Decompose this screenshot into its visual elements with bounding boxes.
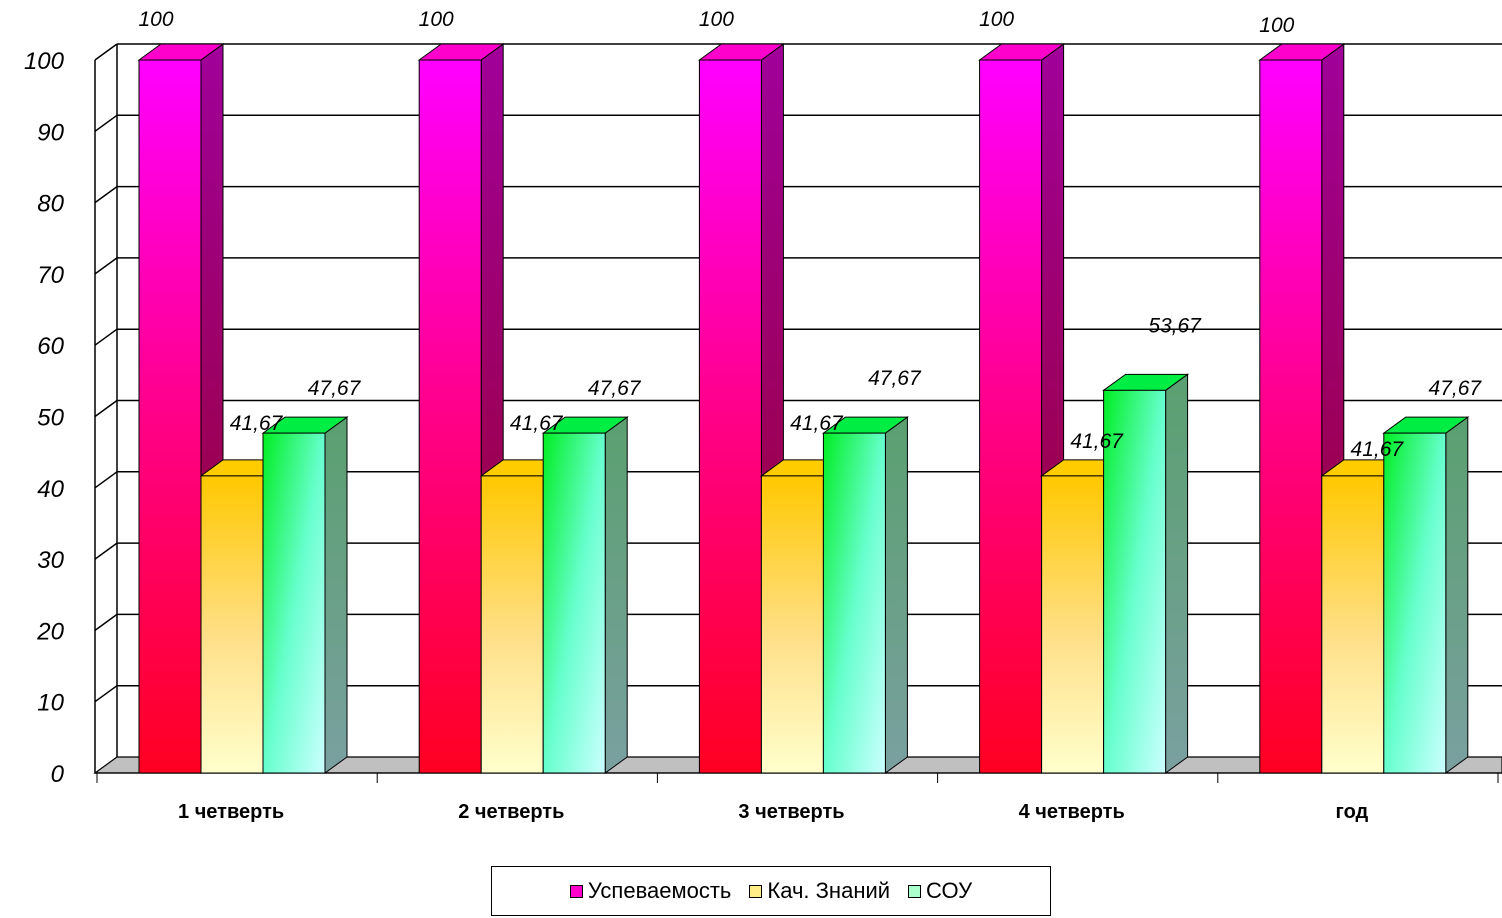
y-tick-label: 90 <box>37 119 64 146</box>
bar-front <box>480 475 544 774</box>
data-label: 41,67 <box>1070 430 1124 453</box>
y-axis: 0 10 20 30 40 50 60 70 80 90 100 <box>24 48 96 788</box>
data-label: 47,67 <box>1429 377 1483 400</box>
data-labels: 100 41,67 47,67 100 41,67 47,67 100 41,67 47,67 1… <box>138 8 1482 461</box>
bar-front <box>979 59 1043 774</box>
bar-side <box>1165 373 1189 774</box>
data-label: 47,67 <box>308 377 362 400</box>
gridline-depth <box>94 114 118 132</box>
bar <box>541 416 629 774</box>
gridline-depth <box>94 685 118 703</box>
bar-front <box>1103 389 1167 774</box>
y-tick-label: 30 <box>37 547 64 574</box>
bar-front <box>822 432 886 774</box>
data-label: 47,67 <box>588 377 642 400</box>
bar-front <box>698 59 762 774</box>
bar <box>1382 416 1470 774</box>
bar <box>417 43 505 774</box>
bar-side <box>324 416 348 774</box>
y-tick-label: 50 <box>37 405 64 432</box>
legend-item-uspevaemost: Успеваемость <box>569 878 732 904</box>
legend-item-sou: СОУ <box>908 878 972 904</box>
legend-item-kach-znaniy: Кач. Знаний <box>749 878 890 904</box>
bar-side <box>604 416 628 774</box>
legend-swatch-kach-znaniy <box>749 884 763 898</box>
data-label: 100 <box>979 8 1014 31</box>
bar-front <box>418 59 482 774</box>
gridline-depth <box>94 471 118 489</box>
bar <box>978 43 1066 774</box>
data-label: 41,67 <box>790 412 844 435</box>
legend-swatch-sou <box>908 884 922 898</box>
gridline-depth <box>94 542 118 560</box>
data-label: 41,67 <box>1351 438 1405 461</box>
bar-front <box>262 432 326 774</box>
bar-front <box>138 59 202 774</box>
legend-swatch-uspevaemost <box>569 884 583 898</box>
gridline-depth <box>94 185 118 204</box>
y-tick-label: 40 <box>37 476 64 503</box>
data-label: 100 <box>419 8 454 31</box>
bar-front <box>1041 475 1105 774</box>
bar <box>1102 373 1190 774</box>
legend-label: СОУ <box>926 878 973 903</box>
y-tick-label: 100 <box>24 48 65 75</box>
gridline-depth <box>94 43 118 61</box>
y-tick-label: 0 <box>51 761 65 788</box>
data-label: 41,67 <box>510 412 564 435</box>
data-label: 41,67 <box>230 412 284 435</box>
y-tick-label: 10 <box>37 690 64 717</box>
x-axis: 1 четверть 2 четверть 3 четверть 4 четверть… <box>95 772 1502 823</box>
bar-front <box>1259 59 1323 774</box>
bar-front <box>760 475 824 774</box>
legend-label: Успеваемость <box>587 878 732 903</box>
legend: Успеваемость Кач. Знаний СОУ <box>491 866 1051 916</box>
data-label: 53,67 <box>1148 314 1202 337</box>
bar-front <box>1383 432 1447 774</box>
x-tick-label: 4 четверть <box>1019 801 1125 823</box>
y-tick-label: 20 <box>36 618 64 645</box>
x-tick-label: 3 четверть <box>738 801 844 823</box>
gridline-depth <box>94 328 118 346</box>
x-tick-label: год <box>1336 801 1369 823</box>
bar-side <box>1445 416 1469 774</box>
x-tick-label: 2 четверть <box>458 801 564 823</box>
gridline-depth <box>94 613 118 632</box>
y-tick-label: 80 <box>37 191 64 218</box>
bar-front <box>1321 475 1385 774</box>
data-label: 100 <box>138 8 173 31</box>
bar <box>261 416 349 774</box>
data-label: 47,67 <box>868 367 922 390</box>
x-tick-label: 1 четверть <box>178 801 284 823</box>
bars <box>137 43 1470 774</box>
bar-side <box>884 416 908 774</box>
y-tick-label: 60 <box>37 333 64 360</box>
gridline-depth <box>94 399 118 418</box>
y-tick-label: 70 <box>37 262 64 289</box>
data-label: 100 <box>699 8 734 31</box>
bar-front <box>200 475 264 774</box>
data-label: 100 <box>1259 14 1294 37</box>
legend-label: Кач. Знаний <box>767 878 891 903</box>
bar <box>821 416 909 774</box>
bar-front <box>542 432 606 774</box>
bar <box>1258 43 1346 774</box>
gridline-depth <box>94 257 118 275</box>
